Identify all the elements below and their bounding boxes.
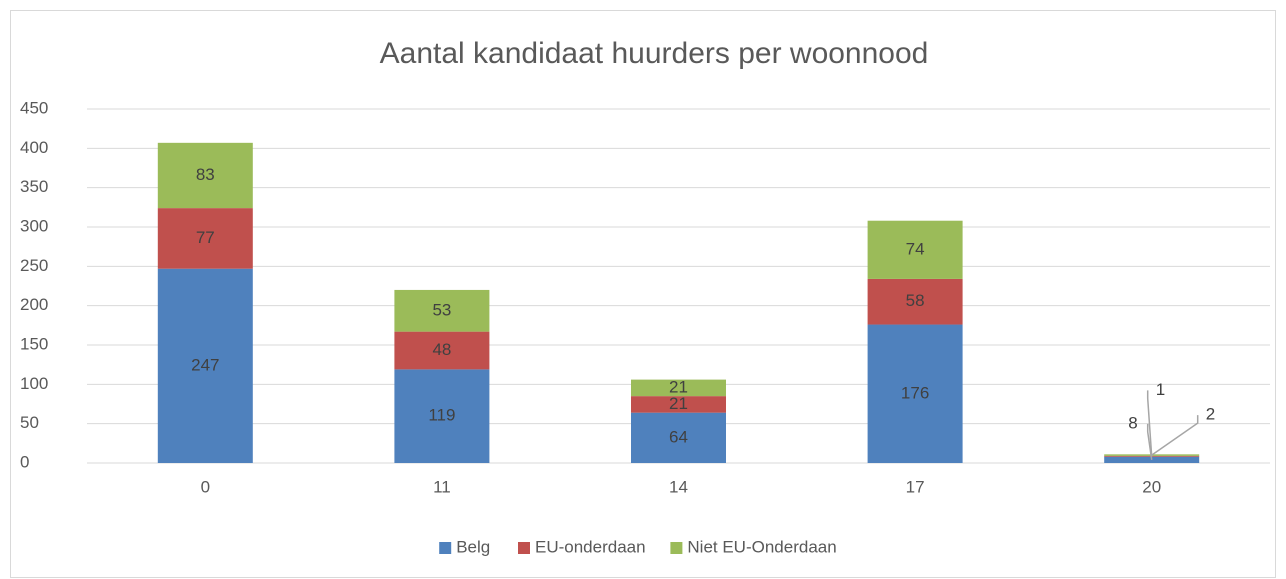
bar-segment [867, 220, 963, 279]
legend-label: EU-onderdaan [535, 537, 646, 556]
bar-segment [157, 142, 253, 209]
y-tick-label: 250 [20, 256, 48, 275]
bar-segment [394, 289, 490, 332]
bar-segment [631, 412, 726, 463]
x-tick-label: 20 [1142, 477, 1161, 496]
bar-segment [394, 369, 490, 463]
data-label: 247 [191, 355, 219, 374]
y-tick-label: 200 [20, 295, 48, 314]
y-tick-label: 450 [20, 98, 48, 117]
bar-segment [867, 324, 963, 463]
data-label: 83 [196, 165, 215, 184]
leader-line [1151, 415, 1199, 456]
data-label: 21 [669, 377, 688, 396]
chart-title: Aantal kandidaat huurders per woonnood [380, 37, 929, 70]
data-label: 119 [428, 406, 455, 425]
data-label: 21 [669, 394, 688, 413]
y-tick-label: 350 [20, 177, 48, 196]
legend-swatch [518, 542, 530, 554]
data-label: 53 [432, 300, 451, 319]
x-tick-label: 0 [201, 477, 210, 496]
y-tick-label: 300 [20, 216, 48, 235]
leader-line [1146, 423, 1153, 460]
data-label: 74 [906, 239, 925, 258]
data-label: 8 [1128, 413, 1137, 432]
data-label: 77 [196, 228, 215, 247]
y-tick-label: 0 [20, 452, 29, 471]
bar-segment [157, 208, 253, 269]
y-tick-label: 100 [20, 374, 48, 393]
y-tick-label: 50 [20, 413, 39, 432]
bar-segment [394, 331, 490, 370]
bar-segment [631, 396, 726, 413]
data-label: 64 [669, 427, 688, 446]
data-label: 176 [901, 383, 929, 402]
bar-segment [631, 379, 726, 397]
x-tick-label: 17 [906, 477, 925, 496]
data-label: 2 [1206, 405, 1215, 424]
bar-segment [157, 268, 253, 463]
x-tick-label: 14 [669, 477, 688, 496]
bar-segment [867, 278, 963, 325]
legend-label: Niet EU-Onderdaan [687, 537, 836, 556]
data-label: 48 [432, 340, 451, 359]
legend-label: Belg [456, 537, 490, 556]
y-tick-label: 400 [20, 138, 48, 157]
legend-swatch [670, 542, 683, 554]
data-label: 58 [906, 291, 925, 310]
x-tick-label: 11 [433, 477, 451, 496]
leader-line [1146, 390, 1153, 457]
y-tick-label: 150 [20, 334, 48, 353]
legend-swatch [439, 542, 452, 554]
data-label: 1 [1156, 380, 1165, 399]
